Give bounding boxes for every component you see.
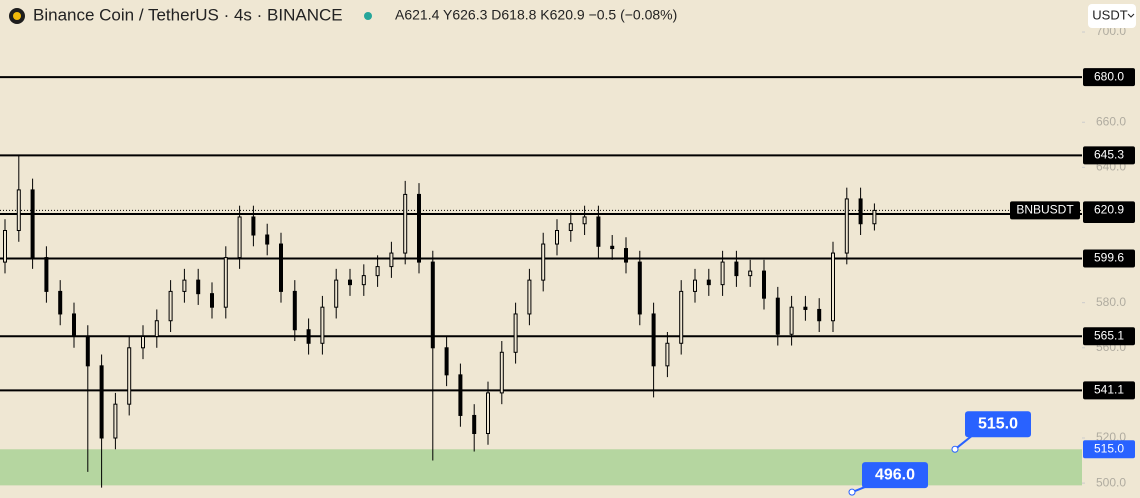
ohlc-values: A621.4 Y626.3 D618.8 K620.9 −0.5 (−0.08%…	[395, 7, 677, 23]
symbol-label: BNBUSDT	[1016, 203, 1074, 217]
callout-box	[862, 462, 928, 489]
y-tick-label: 500.0	[1096, 475, 1126, 489]
candle-body	[182, 279, 187, 292]
candle-body	[568, 223, 573, 232]
candle-body	[306, 329, 311, 344]
candle-body	[458, 374, 463, 416]
candle-body	[844, 198, 849, 254]
candle-body	[361, 275, 366, 286]
currency-chevron	[1127, 13, 1135, 18]
level-label: 645.3	[1094, 148, 1124, 162]
candle-body	[748, 270, 753, 277]
level-label: 541.1	[1094, 383, 1124, 397]
symbol-title: Binance Coin / TetherUS · 4s · BINANCE	[33, 5, 343, 24]
candle-body	[30, 189, 35, 259]
candle-body	[58, 290, 63, 315]
candle-body	[85, 336, 90, 367]
candle-body	[44, 257, 49, 292]
candle-body	[803, 306, 808, 310]
candle-body	[596, 216, 601, 247]
candle-body	[817, 308, 822, 322]
candle-body	[693, 279, 697, 292]
candle-body	[651, 313, 656, 367]
level-tag	[1083, 146, 1135, 165]
candle-body	[706, 279, 711, 286]
candle-body	[265, 234, 270, 245]
callout-anchor	[951, 445, 959, 453]
candle-body	[292, 290, 297, 331]
status-dot	[364, 12, 372, 20]
candle-body	[444, 347, 449, 376]
level-tag	[1083, 249, 1135, 268]
symbol-icon-inner	[13, 12, 21, 20]
callout-box	[965, 411, 1031, 438]
candle-body	[624, 248, 628, 263]
candle-body	[348, 279, 352, 286]
candle-body	[251, 216, 256, 236]
candle-body	[127, 347, 132, 405]
candle-body	[320, 306, 325, 344]
candle-body	[210, 293, 214, 308]
candle-body	[734, 261, 739, 277]
level-tag	[1083, 327, 1135, 346]
candle-body	[472, 414, 477, 434]
candle-body	[555, 230, 559, 245]
candle-body	[789, 306, 794, 335]
current-price-label: 620.9	[1094, 203, 1124, 217]
level-label: 680.0	[1094, 69, 1124, 83]
candle-body	[486, 392, 490, 434]
candle-body	[279, 243, 283, 292]
zone-label: 515.0	[1094, 441, 1124, 455]
currency-label: USDT	[1092, 7, 1127, 22]
candle-body	[541, 243, 546, 281]
candle-body	[831, 252, 835, 322]
candle-body	[141, 336, 145, 349]
candle-body	[168, 290, 173, 322]
candle-body	[499, 351, 504, 394]
candle-body	[403, 193, 408, 254]
candle-body	[720, 261, 725, 286]
candle-body	[334, 279, 339, 308]
candle-body	[223, 257, 228, 308]
candle-body	[762, 270, 766, 299]
candle-body	[637, 261, 642, 315]
zone-tag	[1083, 440, 1135, 459]
candle-body	[775, 297, 780, 335]
candle-body	[196, 279, 201, 295]
candle-body	[858, 198, 863, 225]
candle-body	[513, 313, 518, 353]
candle-body	[430, 261, 435, 349]
callout-label: 496.0	[875, 466, 915, 483]
candle-body	[679, 290, 684, 344]
level-tag	[1083, 381, 1135, 400]
candle-body	[665, 342, 670, 367]
price-tag	[1083, 201, 1135, 220]
candle-body	[16, 189, 21, 232]
candle-body	[154, 320, 159, 338]
level-label: 599.6	[1094, 251, 1124, 265]
y-tick-label: 580.0	[1096, 295, 1126, 309]
level-tag	[1083, 68, 1135, 87]
candle-body	[237, 216, 242, 259]
candle-body	[527, 279, 532, 315]
callout-anchor	[848, 488, 856, 496]
symbol-tag	[1010, 201, 1080, 220]
candle-body	[113, 403, 118, 439]
callout-label: 515.0	[978, 416, 1018, 433]
candle-body	[872, 209, 877, 225]
currency-button[interactable]	[1088, 4, 1136, 28]
candle-body	[375, 266, 380, 277]
candle-body	[417, 193, 421, 263]
candle-body	[610, 245, 615, 250]
candle-body	[3, 230, 7, 263]
candle-body	[582, 216, 587, 225]
level-label: 565.1	[1094, 328, 1124, 342]
y-tick-label: 660.0	[1096, 114, 1126, 128]
candle-body	[99, 365, 104, 439]
candle-body	[389, 252, 394, 268]
candle-body	[72, 313, 76, 338]
